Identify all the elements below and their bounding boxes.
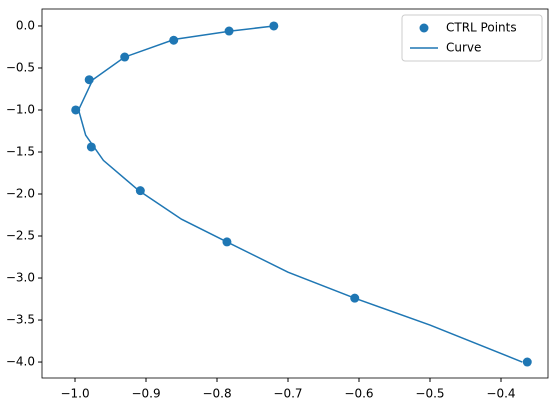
y-tick-label: 0.0 — [16, 18, 35, 32]
x-tick-label: −0.9 — [131, 387, 160, 401]
x-tick-label: −1.0 — [60, 387, 89, 401]
x-tick-label: −0.8 — [202, 387, 231, 401]
legend-marker — [419, 23, 429, 33]
x-tick-label: −0.7 — [273, 387, 302, 401]
y-tick-label: −1.5 — [6, 144, 35, 158]
legend-label: CTRL Points — [446, 21, 517, 35]
y-tick-label: −1.0 — [6, 102, 35, 116]
y-tick-label: −4.0 — [6, 355, 35, 369]
legend-label: Curve — [446, 41, 481, 55]
ctrl-point — [86, 142, 96, 152]
ctrl-point — [522, 357, 532, 367]
curve — [77, 25, 523, 363]
y-tick-label: −2.0 — [6, 187, 35, 201]
x-tick-label: −0.5 — [415, 387, 444, 401]
y-tick-label: −3.5 — [6, 313, 35, 327]
y-tick-label: −0.5 — [6, 60, 35, 74]
ctrl-point — [71, 105, 81, 115]
x-tick-label: −0.6 — [344, 387, 373, 401]
x-tick-label: −0.4 — [486, 387, 515, 401]
y-tick-label: −3.0 — [6, 271, 35, 285]
plot-frame — [41, 8, 549, 379]
legend-box — [401, 14, 543, 62]
y-tick-label: −2.5 — [6, 229, 35, 243]
